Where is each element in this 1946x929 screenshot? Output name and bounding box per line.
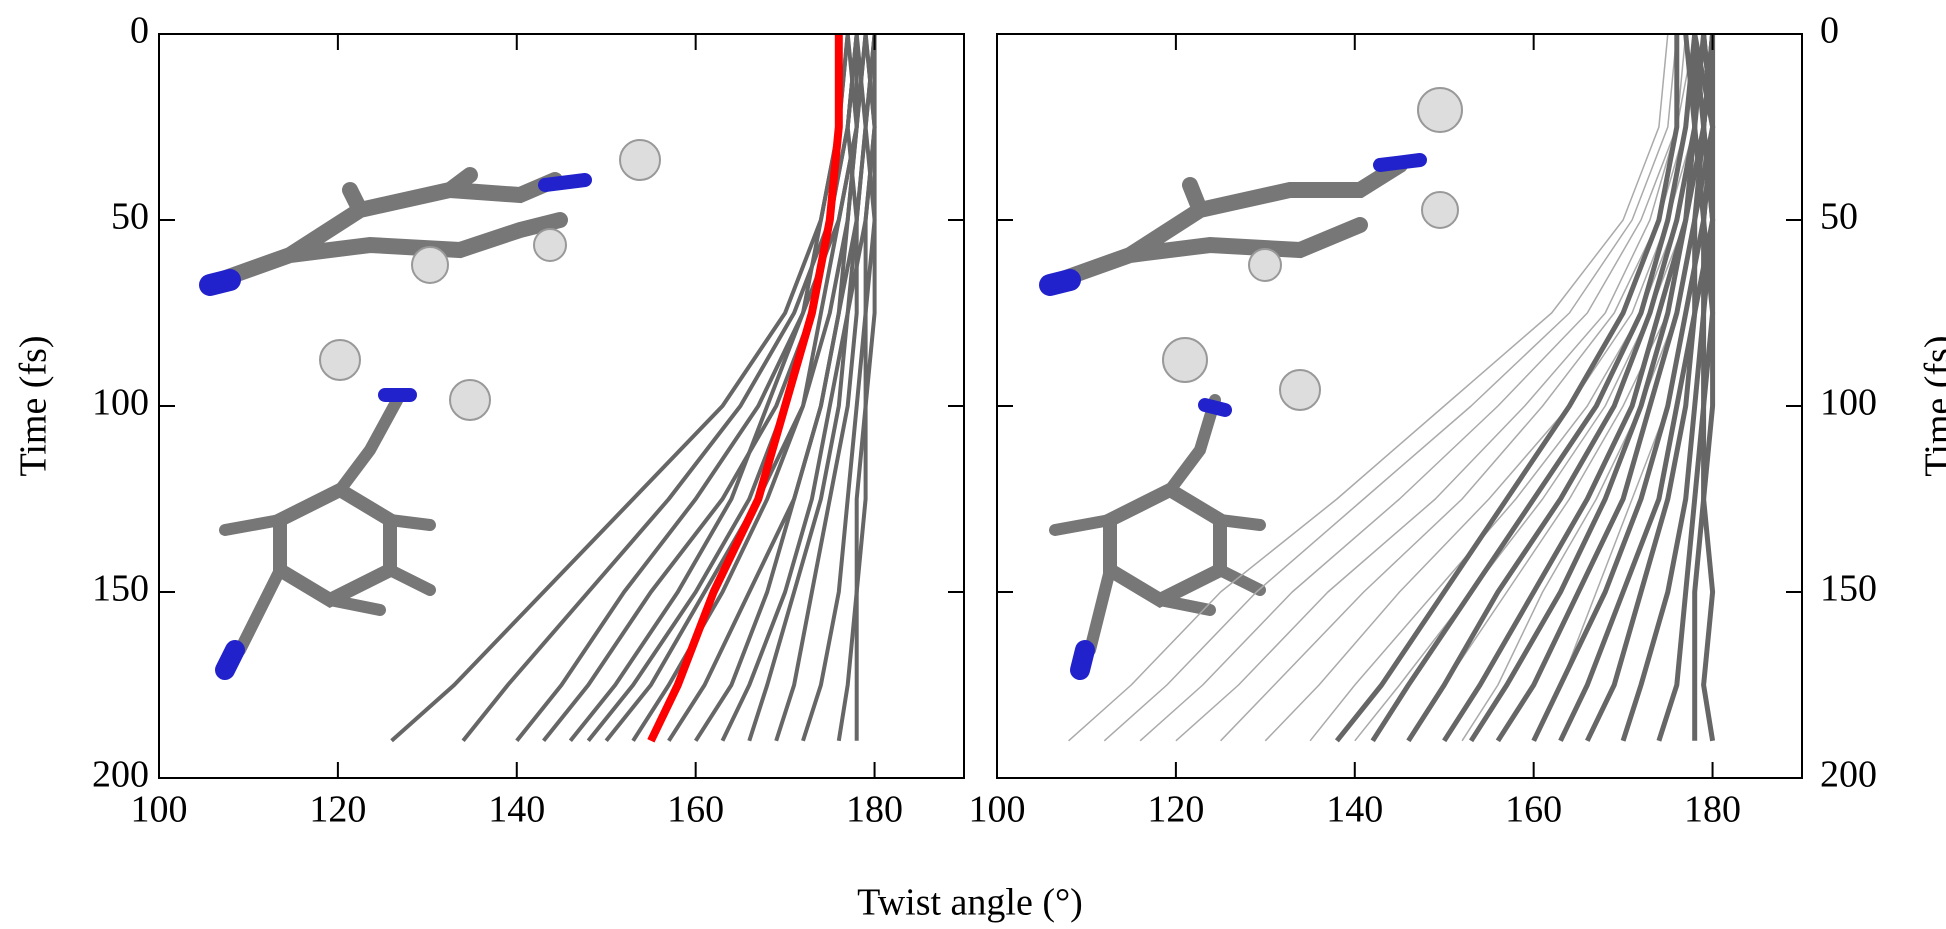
trajectory	[647, 34, 843, 743]
x-tick-label: 160	[667, 789, 724, 831]
trajectory	[747, 33, 859, 742]
y-tick-label: 100	[1820, 382, 1877, 424]
y-tick-label: 0	[1820, 10, 1839, 52]
trajectory	[515, 33, 868, 743]
y-tick-label: 150	[1820, 568, 1877, 610]
trajectory	[1175, 33, 1696, 742]
y-tick-label: 200	[92, 754, 149, 796]
trajectory	[1406, 33, 1698, 743]
x-axis-title: Twist angle (°)	[857, 882, 1083, 924]
trajectory	[1692, 33, 1716, 741]
trajectory	[1442, 33, 1707, 743]
trajectory	[1103, 33, 1678, 742]
y-tick-label: 150	[92, 568, 149, 610]
y-tick-label: 100	[92, 382, 149, 424]
trajectory	[774, 33, 877, 742]
x-tick-label: 160	[1505, 789, 1562, 831]
trajectory	[1354, 33, 1705, 742]
trajectory	[1495, 33, 1716, 743]
trajectory	[542, 33, 859, 743]
x-tick-label: 140	[488, 789, 545, 831]
x-tick-label: 120	[309, 789, 366, 831]
x-tick-label: 120	[1147, 789, 1204, 831]
molecule-side-left	[199, 139, 661, 296]
molecule-top-left	[215, 339, 491, 680]
trajectory	[801, 33, 877, 742]
trajectory	[1531, 34, 1707, 742]
trajectory	[461, 33, 859, 743]
x-tick-label: 100	[131, 789, 188, 831]
x-tick-label: 140	[1326, 789, 1383, 831]
molecule-top-right	[1049, 337, 1321, 680]
trajectory	[1334, 34, 1680, 743]
trajectory	[1370, 33, 1698, 743]
trajectory	[1220, 33, 1696, 742]
trajectory	[568, 34, 841, 743]
trajectory	[1068, 33, 1669, 742]
y-tick-label: 0	[130, 10, 149, 52]
trajectory	[1701, 34, 1716, 742]
molecule-side-right	[1039, 87, 1463, 296]
x-tick-label: 180	[1684, 789, 1741, 831]
x-tick-label: 100	[969, 789, 1026, 831]
trajectory	[854, 33, 877, 741]
trajectory	[1139, 33, 1687, 742]
y-axis-title: Time (fs)	[1918, 335, 1946, 476]
trajectory	[694, 33, 859, 742]
y-axis-title: Time (fs)	[13, 335, 55, 476]
x-tick-label: 180	[846, 789, 903, 831]
y-tick-label: 200	[1820, 754, 1877, 796]
y-tick-label: 50	[1820, 196, 1858, 238]
y-tick-label: 50	[111, 196, 149, 238]
